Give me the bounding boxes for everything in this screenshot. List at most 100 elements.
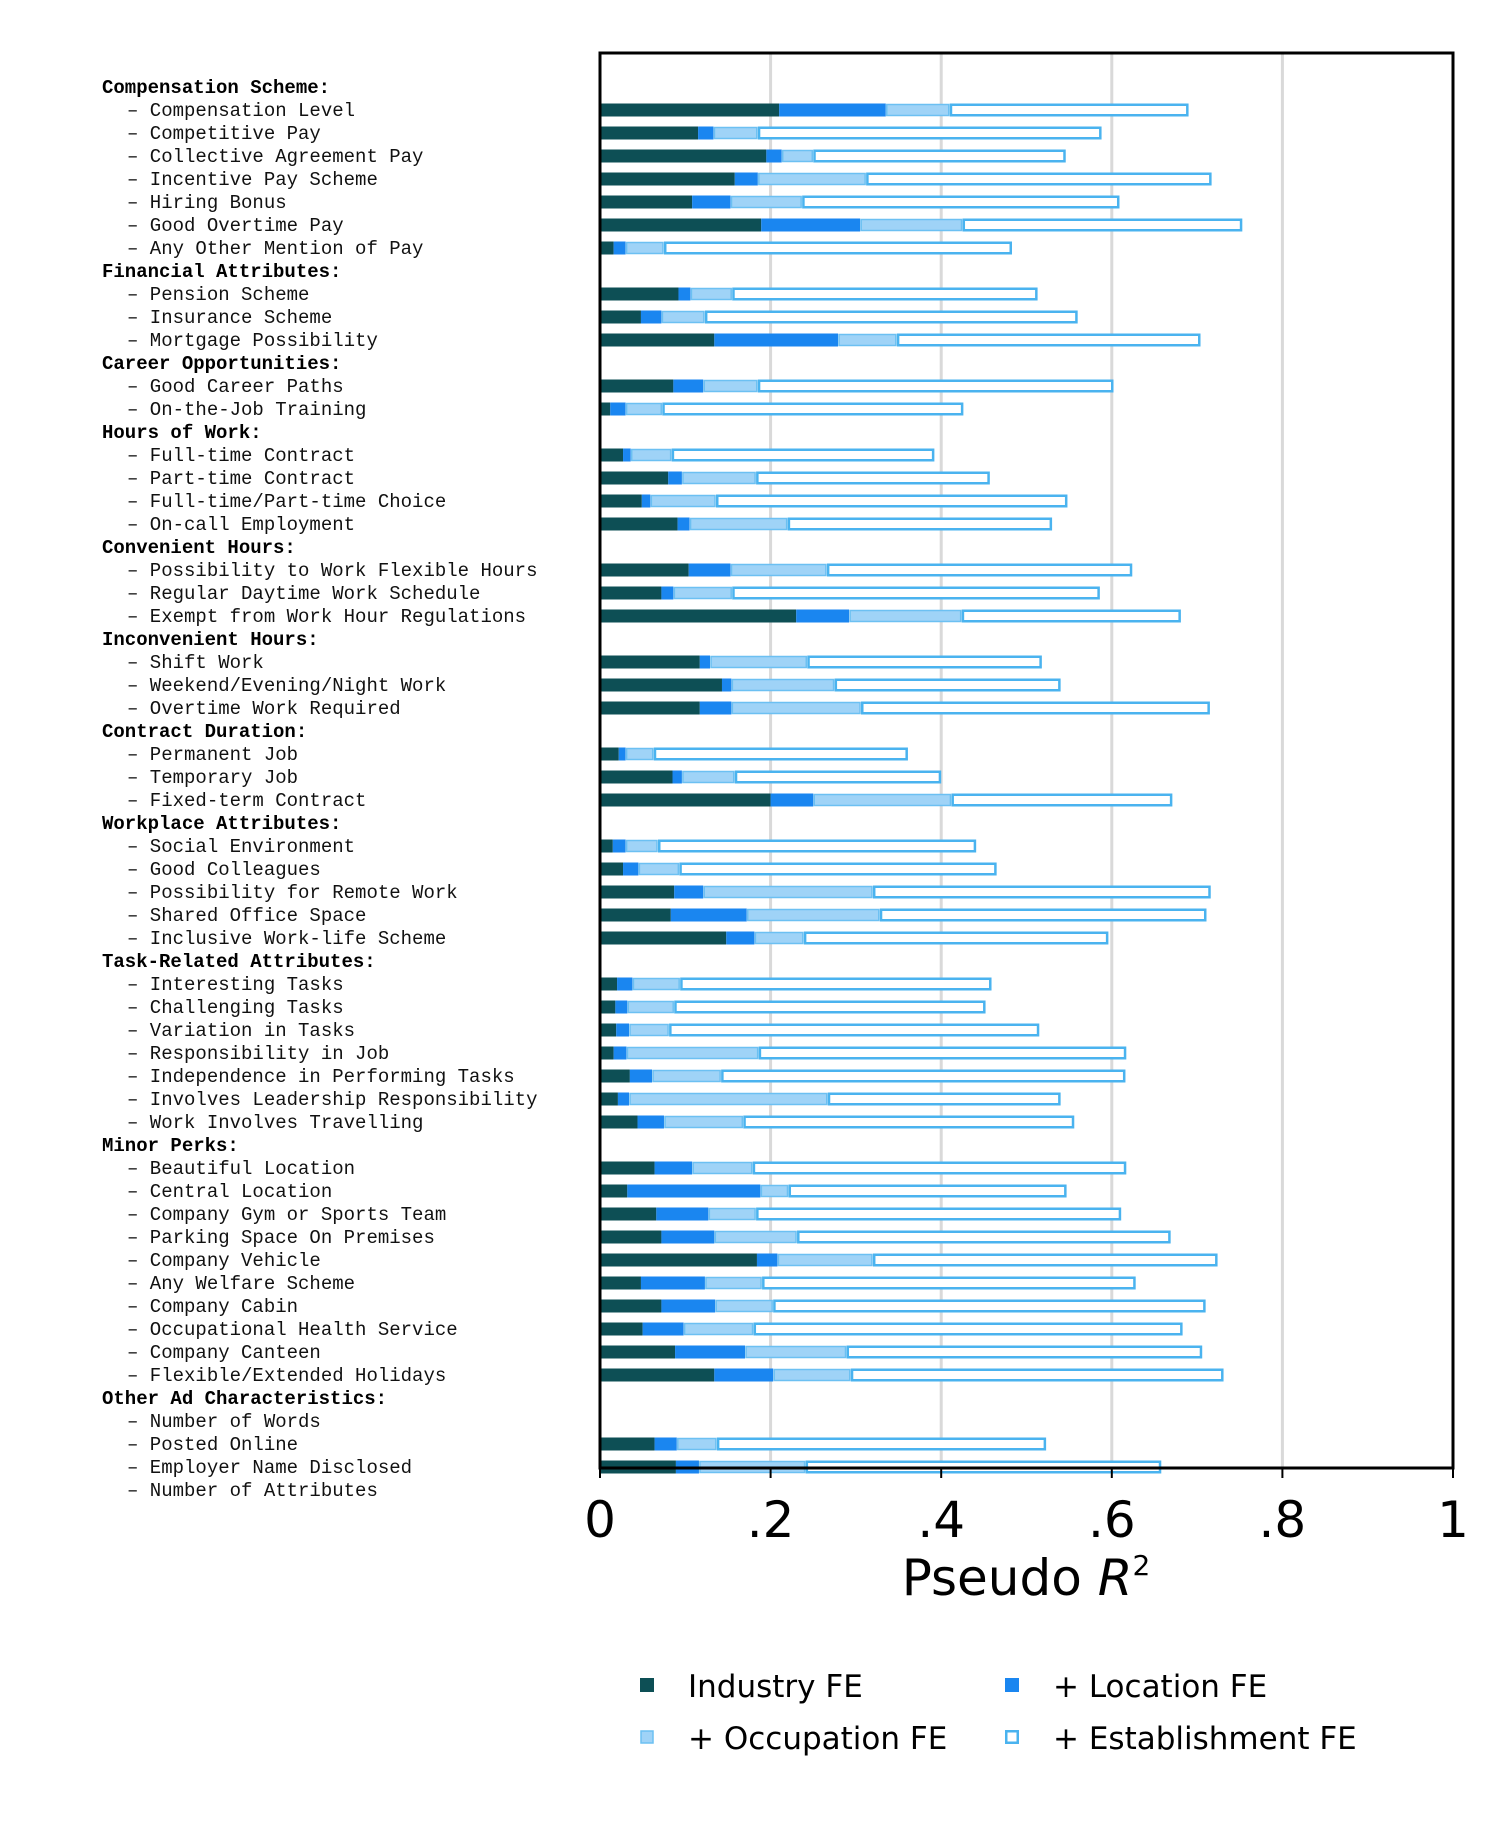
bar-segment-establishment [721, 1069, 1126, 1083]
row-label: – Mortgage Possibility [127, 330, 378, 352]
row-label: – Parking Space On Premises [127, 1227, 435, 1249]
bar-segment-occupation [838, 333, 897, 347]
bar-segment-occupation [673, 586, 732, 600]
bar-segment-location [675, 1345, 746, 1359]
bar-segment-industry [600, 333, 715, 347]
bar-segment-location [692, 195, 731, 209]
row-label: – Variation in Tasks [127, 1020, 355, 1042]
bar-segment-location [673, 379, 704, 393]
bar-segment-establishment [756, 471, 990, 485]
bar-segment-occupation [682, 770, 735, 784]
bar-segment-industry [600, 586, 662, 600]
bar-segment-industry [600, 1115, 638, 1129]
bar-segment-establishment [961, 609, 1181, 623]
bar-segment-establishment [753, 1322, 1183, 1336]
row-label: – Good Colleagues [127, 859, 321, 881]
row-label: – Company Vehicle [127, 1250, 321, 1272]
bar-segment-occupation [632, 977, 680, 991]
legend-label: + Establishment FE [1053, 1721, 1357, 1757]
bar-segment-industry [600, 172, 735, 186]
bar-segment-location [677, 517, 690, 531]
row-label: – Weekend/Evening/Night Work [127, 675, 446, 697]
bar-segment-location [616, 1023, 630, 1037]
row-label: – Posted Online [127, 1434, 298, 1456]
bar-segment-occupation [714, 1230, 797, 1244]
bar-segment-location [613, 241, 626, 255]
bar-segment-occupation [886, 103, 950, 117]
bar-segment-location [756, 1253, 778, 1267]
bar-segment-industry [600, 1023, 617, 1037]
legend-label: + Occupation FE [688, 1721, 947, 1757]
bar-segment-industry [600, 747, 619, 761]
bar-segment-location [642, 1322, 684, 1336]
bar-segment-industry [600, 241, 614, 255]
x-tick-label: 1 [1437, 1491, 1469, 1549]
bars [600, 103, 1243, 1474]
bar-segment-occupation [713, 126, 758, 140]
row-label: – Hiring Bonus [127, 192, 287, 214]
bar-segment-industry [600, 678, 722, 692]
bar-segment-occupation [629, 1092, 828, 1106]
row-label: – Possibility to Work Flexible Hours [127, 560, 537, 582]
bar-segment-establishment [757, 126, 1102, 140]
bar-segment-industry [600, 517, 678, 531]
bar-segment-occupation [626, 1046, 759, 1060]
bar-segment-location [641, 494, 651, 508]
bar-segment-establishment [756, 1207, 1122, 1221]
bar-segment-location [726, 931, 755, 945]
bar-segment-industry [600, 977, 618, 991]
group-label: Minor Perks: [102, 1135, 239, 1157]
bar-segment-location [674, 885, 704, 899]
legend: Industry FE + Location FE + Occupation FE +… [640, 1669, 1357, 1757]
bar-segment-establishment [827, 1092, 1061, 1106]
bar-segment-establishment [653, 747, 908, 761]
row-label: – Good Overtime Pay [127, 215, 344, 237]
bar-segment-occupation [715, 1299, 773, 1313]
bar-segment-establishment [762, 1276, 1136, 1290]
bar-segment-establishment [846, 1345, 1203, 1359]
bar-segment-occupation [745, 1345, 847, 1359]
bar-segment-industry [600, 379, 674, 393]
x-tick-label: .6 [1088, 1491, 1136, 1549]
bar-segment-industry [600, 931, 727, 945]
bar-segment-location [610, 402, 626, 416]
bar-segment-occupation [703, 379, 758, 393]
bar-segment-establishment [949, 103, 1189, 117]
x-tick-label: 0 [584, 1491, 616, 1549]
bar-segment-location [618, 747, 626, 761]
bar-segment-industry [600, 1253, 757, 1267]
bar-segment-establishment [872, 885, 1211, 899]
plot-frame [598, 51, 1455, 1470]
bar-segment-location [698, 126, 714, 140]
bar-segment-industry [600, 1069, 630, 1083]
bar-segment-location [627, 1184, 761, 1198]
x-tick-label: .8 [1259, 1491, 1307, 1549]
row-label: – Competitive Pay [127, 123, 321, 145]
bar-segment-location [668, 471, 682, 485]
legend-swatch-industry [640, 1678, 654, 1692]
bar-segment-location [688, 563, 731, 577]
bar-segment-location [714, 1368, 774, 1382]
bar-segment-occupation [690, 287, 732, 301]
bar-segment-industry [600, 1345, 676, 1359]
bar-segment-industry [600, 563, 689, 577]
row-label: – Overtime Work Required [127, 698, 401, 720]
bar-segment-establishment [716, 1437, 1047, 1451]
row-label: – Full-time/Part-time Choice [127, 491, 446, 513]
row-labels: Compensation Scheme:– Compensation Level… [102, 77, 537, 1502]
row-label: – Fixed-term Contract [127, 790, 366, 812]
row-label: – Number of Words [127, 1411, 321, 1433]
bar-segment-occupation [754, 931, 804, 945]
bar-segment-location [661, 1299, 716, 1313]
bar-segment-location [661, 586, 674, 600]
bar-segment-industry [600, 494, 642, 508]
bar-segment-location [612, 839, 626, 853]
row-label: – Permanent Job [127, 744, 298, 766]
row-label: – Pension Scheme [127, 284, 309, 306]
row-label: – Company Canteen [127, 1342, 321, 1364]
row-label: – Involves Leadership Responsibility [127, 1089, 537, 1111]
row-label: – Company Cabin [127, 1296, 298, 1318]
bar-segment-location [670, 908, 747, 922]
bar-segment-location [654, 1161, 693, 1175]
bar-segment-establishment [802, 195, 1120, 209]
